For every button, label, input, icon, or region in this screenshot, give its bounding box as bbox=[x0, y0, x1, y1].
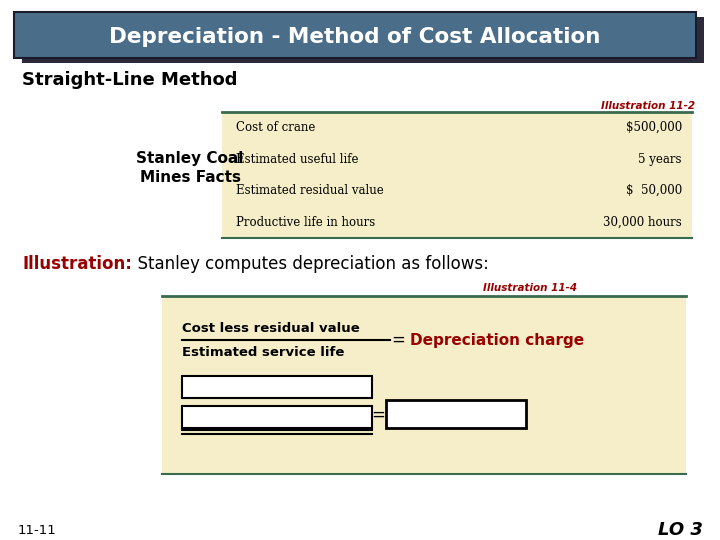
Text: Illustration 11-4: Illustration 11-4 bbox=[483, 283, 577, 293]
Bar bbox=[222, 112, 692, 238]
Text: Cost less residual value: Cost less residual value bbox=[182, 321, 360, 334]
Text: Straight-Line Method: Straight-Line Method bbox=[22, 71, 238, 89]
Text: Illustration 11-2: Illustration 11-2 bbox=[601, 101, 695, 111]
Text: Depreciation - Method of Cost Allocation: Depreciation - Method of Cost Allocation bbox=[109, 27, 600, 47]
Bar bbox=[162, 296, 686, 474]
Text: Estimated service life: Estimated service life bbox=[182, 347, 344, 360]
Text: 5 years: 5 years bbox=[639, 153, 682, 166]
Text: $  50,000: $ 50,000 bbox=[626, 184, 682, 197]
Text: 11-11: 11-11 bbox=[18, 523, 57, 537]
Text: =: = bbox=[371, 406, 385, 424]
Bar bbox=[182, 376, 372, 398]
Bar bbox=[14, 12, 696, 58]
Text: Illustration:: Illustration: bbox=[22, 255, 132, 273]
Text: Estimated useful life: Estimated useful life bbox=[236, 153, 359, 166]
Bar bbox=[22, 17, 704, 63]
Text: Stanley Coal: Stanley Coal bbox=[136, 151, 243, 165]
Bar bbox=[182, 406, 372, 428]
Text: LO 3: LO 3 bbox=[658, 521, 703, 539]
Text: =: = bbox=[391, 331, 405, 349]
Bar bbox=[386, 400, 526, 428]
Text: Depreciation charge: Depreciation charge bbox=[410, 333, 584, 348]
Text: Estimated residual value: Estimated residual value bbox=[236, 184, 384, 197]
Text: 30,000 hours: 30,000 hours bbox=[603, 216, 682, 229]
Text: Productive life in hours: Productive life in hours bbox=[236, 216, 375, 229]
Text: $500,000: $500,000 bbox=[626, 122, 682, 134]
Text: Cost of crane: Cost of crane bbox=[236, 122, 315, 134]
Text: Stanley computes depreciation as follows:: Stanley computes depreciation as follows… bbox=[127, 255, 489, 273]
Text: Mines Facts: Mines Facts bbox=[140, 171, 240, 186]
